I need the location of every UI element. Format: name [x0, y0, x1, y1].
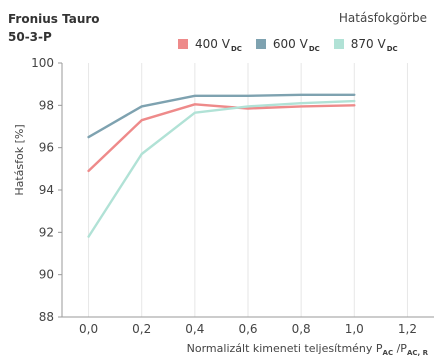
- y-tick-label-2: 92: [39, 225, 54, 239]
- legend-swatch-600v: [255, 39, 266, 49]
- legend-label-400v: 400 VDC: [195, 37, 242, 53]
- legend-item-600v: 600 VDC: [255, 37, 320, 53]
- x-tick-label-4: 0,8: [292, 322, 311, 336]
- x-tick-label-3: 0,6: [238, 322, 257, 336]
- series-line-0: [87, 103, 356, 173]
- x-tick-label-6: 1,2: [398, 322, 417, 336]
- legend-label-600v: 600 VDC: [272, 37, 320, 53]
- y-tick-label-6: 100: [31, 56, 54, 70]
- chart-title-line1: Fronius Tauro: [8, 12, 100, 26]
- x-tick-label-2: 0,4: [185, 322, 204, 336]
- y-tick-label-5: 98: [39, 98, 54, 112]
- legend-swatch-870v: [333, 39, 344, 49]
- legend-item-400v: 400 VDC: [178, 37, 242, 53]
- y-tick-label-0: 88: [39, 310, 54, 324]
- chart-title-line2: 50-3-P: [8, 30, 52, 44]
- x-axis-label: Normalizált kimeneti teljesítmény PAC /P…: [187, 342, 429, 357]
- legend-label-870v: 870 VDC: [350, 37, 398, 53]
- series-line-1: [87, 93, 356, 139]
- x-tick-label-1: 0,2: [132, 322, 151, 336]
- y-tick-label-1: 90: [39, 268, 54, 282]
- legend-swatch-400v: [178, 39, 188, 49]
- series-line-2: [87, 99, 356, 238]
- legend: 400 VDC 600 VDC 870 VDC: [178, 37, 412, 53]
- y-tick-label-4: 96: [39, 141, 54, 155]
- chart-title: Fronius Tauro 50-3-P: [8, 10, 100, 46]
- legend-item-870v: 870 VDC: [333, 37, 398, 53]
- x-tick-label-5: 1,0: [345, 322, 364, 336]
- y-axis-label: Hatásfok [%]: [13, 124, 26, 195]
- chart-subtitle: Hatásfokgörbe: [338, 11, 427, 25]
- x-tick-label-0: 0,0: [79, 322, 98, 336]
- y-tick-label-3: 94: [39, 183, 54, 197]
